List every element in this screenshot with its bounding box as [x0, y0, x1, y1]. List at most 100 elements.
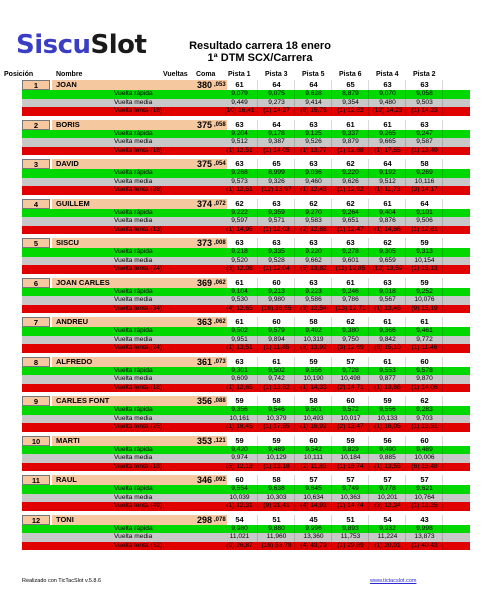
time-cell: 9,703 — [407, 414, 443, 423]
time-cell: (1) 12,43 — [296, 186, 332, 195]
time-cell: (16) 36,55 — [259, 304, 295, 313]
laps-cell: 60 — [222, 475, 258, 485]
driver-row: 4 GUILLEM 374,072 62 63 62 62 61 64 — [22, 198, 470, 209]
laps-cell: 63 — [296, 277, 332, 288]
driver-block: 1 JOAN 380,053 61 64 64 65 63 63 Vuelta rápida 9,0… — [22, 80, 470, 116]
row-label: Vuelta lenta (18) — [114, 462, 163, 470]
time-cell: 9,301 — [222, 366, 258, 375]
laps-cell: 59 — [296, 356, 332, 367]
slow-lap-row: Vuelta lenta (18) (1) 12,65 (1) 13,52 (1) 1… — [22, 383, 470, 392]
avg-lap-row: Vuelta media 9,449 9,273 9,414 9,354 9,480 9,5… — [22, 98, 470, 107]
time-cell: 10,184 — [333, 454, 369, 463]
slow-lap-row: Vuelta lenta (25) (1) 18,45 (1) 17,55 (1) 1… — [22, 423, 470, 432]
lap-fraction: ,062 — [214, 319, 226, 325]
time-cell: 9,354 — [333, 98, 369, 107]
time-cell: 10,133 — [370, 414, 406, 423]
time-cell: 9,583 — [296, 217, 332, 226]
time-cell: (4) 14,93 — [296, 502, 332, 511]
slow-lap-row: Vuelta lenta (24) (3) 12,08 (1) 12,04 (5) 1… — [22, 265, 470, 274]
time-cell: 9,553 — [370, 366, 406, 375]
time-cell: 9,192 — [370, 169, 406, 178]
time-cell: (1) 13,25 — [407, 502, 443, 511]
time-cell: (9) 21,41 — [259, 502, 295, 511]
avg-lap-row: Vuelta media 9,520 9,528 9,662 9,601 9,659 10,… — [22, 256, 470, 265]
logo-part1: Siscu — [16, 30, 91, 60]
time-cell: 9,542 — [296, 445, 332, 454]
time-cell: 10,634 — [296, 493, 332, 502]
time-cell: 11,224 — [370, 533, 406, 542]
laps-cell: 51 — [259, 514, 295, 525]
driver-row: 12 TONI 298,078 54 51 45 51 54 43 — [22, 514, 470, 525]
time-cell: (9) 15,19 — [407, 304, 443, 313]
time-cell: 9,601 — [333, 256, 369, 265]
laps-cell: 59 — [407, 238, 443, 248]
time-cell: 9,356 — [222, 406, 258, 415]
time-cell: 9,665 — [370, 138, 406, 147]
time-cell: 9,387 — [259, 138, 295, 147]
time-cell: (16) 53,79 — [259, 541, 295, 550]
time-cell: (1) 40,43 — [407, 541, 443, 550]
time-cell: (1) 14,95 — [222, 225, 258, 234]
time-cell: 10,076 — [407, 296, 443, 305]
row-label: Vuelta lenta (49) — [114, 502, 163, 509]
time-cell: 9,125 — [296, 129, 332, 138]
time-cell: 13,873 — [407, 533, 443, 542]
time-cell: (1) 13,51 — [222, 344, 258, 353]
time-cell: (1) 14,23 — [407, 107, 443, 116]
time-cell: 9,638 — [259, 485, 295, 494]
title-block: Resultado carrera 18 enero 1ª DTM SCX/Ca… — [150, 40, 370, 64]
time-cell: 10,039 — [222, 493, 258, 502]
slow-lap-row: Vuelta lenta (62) (9) 26,87 (16) 53,79 (4) … — [22, 541, 470, 550]
time-cell: 10,116 — [407, 177, 443, 186]
time-cell: 9,420 — [222, 445, 258, 454]
time-cell: 9,980 — [259, 296, 295, 305]
position-cell: 8 — [22, 356, 50, 367]
time-cell: (1) 12,51 — [222, 146, 258, 155]
time-cell: 9,449 — [222, 98, 258, 107]
fast-lap-row: Vuelta rápida 9,104 9,213 9,223 9,246 9,018 9,… — [22, 287, 470, 296]
footer-credit: Realizado con TicTacSlot v.5.8.6 — [22, 578, 102, 584]
time-cell: 9,264 — [333, 208, 369, 217]
time-cell: (1) 12,52 — [333, 107, 369, 116]
lap-fraction: ,008 — [214, 240, 226, 246]
position-cell: 10 — [22, 435, 50, 446]
laps-cell: 57 — [296, 475, 332, 485]
avg-lap-row: Vuelta media 9,530 9,980 9,586 9,786 9,567 10,… — [22, 296, 470, 305]
laps-cell: 63 — [222, 356, 258, 367]
time-cell: 9,222 — [222, 208, 258, 217]
header-coma: Coma — [196, 71, 216, 78]
time-cell: 9,750 — [333, 335, 369, 344]
time-cell: (1) 12,61 — [407, 225, 443, 234]
name-background — [52, 514, 227, 525]
lap-fraction: ,053 — [214, 82, 226, 88]
total-laps: 373 — [196, 238, 212, 248]
results-table: 1 JOAN 380,053 61 64 64 65 63 63 Vuelta rápida 9,0… — [22, 80, 470, 554]
time-cell: (1) 14,27 — [259, 107, 295, 116]
time-cell: 9,101 — [407, 208, 443, 217]
time-cell: 9,223 — [296, 287, 332, 296]
time-cell: (1) 11,85 — [259, 344, 295, 353]
time-cell: 10,201 — [370, 493, 406, 502]
name-background — [52, 277, 227, 288]
row-label: Vuelta rápida — [114, 169, 153, 176]
slow-lap-row: Vuelta lenta (18) (5) 12,18 (1) 13,18 (2) 1… — [22, 462, 470, 471]
row-label: Vuelta rápida — [114, 485, 153, 492]
time-cell: 9,414 — [296, 98, 332, 107]
driver-name: DAVID — [56, 159, 79, 168]
driver-row: 10 MARTI 353,121 59 59 60 59 56 60 — [22, 435, 470, 446]
time-cell: (1) 13,49 — [407, 146, 443, 155]
row-label: Vuelta media — [114, 375, 153, 382]
time-cell: (1) 12,47 — [333, 225, 369, 234]
time-cell: 9,728 — [333, 366, 369, 375]
time-cell: 9,526 — [296, 138, 332, 147]
time-cell: (1) 13,77 — [296, 146, 332, 155]
time-cell: (12) 14,23 — [370, 107, 406, 116]
time-cell: 9,571 — [259, 217, 295, 226]
laps-cell: 63 — [407, 119, 443, 130]
time-cell: 9,772 — [407, 335, 443, 344]
time-cell: (3) 12,69 — [333, 344, 369, 353]
laps-cell: 62 — [296, 198, 332, 209]
slow-lap-row: Vuelta lenta (18) (10) 16,41 (1) 14,27 (8) … — [22, 107, 470, 116]
footer-link[interactable]: www.tictacslot.com — [370, 578, 417, 584]
